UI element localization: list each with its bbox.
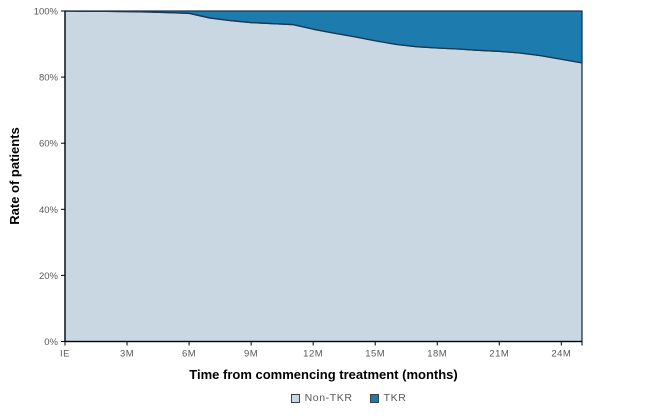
x-tick-label: 3M [120,349,134,360]
chart-tick-labels-layer: 0% 20% 40% 60% 80% 100% IE 3M 6M 9M 12M 15M 18M 21M 24… [34,7,571,360]
legend-swatch-non-tkr [290,393,300,403]
legend-swatch-tkr [369,393,379,403]
legend-item-non-tkr: Non-TKR [290,392,353,404]
x-tick-label: 15M [365,349,385,360]
legend: Non-TKR TKR [0,392,669,404]
legend-label-tkr: TKR [383,392,407,404]
legend-item-tkr: TKR [369,392,407,404]
y-tick-label: 100% [34,7,59,18]
x-tick-label: 24M [551,349,571,360]
y-tick-label: 0% [44,337,58,348]
x-tick-label: 18M [427,349,447,360]
x-tick-label: 21M [489,349,509,360]
chart-areas-layer [64,10,583,343]
area-tkr [64,10,583,64]
x-tick-label: 9M [244,349,258,360]
y-tick-label: 80% [39,73,59,84]
y-tick-label: 20% [39,271,59,282]
x-axis-title: Time from commencing treatment (months) [189,367,457,382]
y-axis-title: Rate of patients [7,127,22,225]
area-non-tkr [64,10,583,343]
x-tick-label: 12M [303,349,323,360]
chart-ticks-layer [61,10,583,346]
x-tick-label: IE [60,349,70,360]
x-tick-label: 6M [182,349,196,360]
legend-label-non-tkr: Non-TKR [304,392,353,404]
y-tick-label: 60% [39,139,59,150]
chart-axes-layer [64,11,582,343]
y-tick-label: 40% [39,205,59,216]
